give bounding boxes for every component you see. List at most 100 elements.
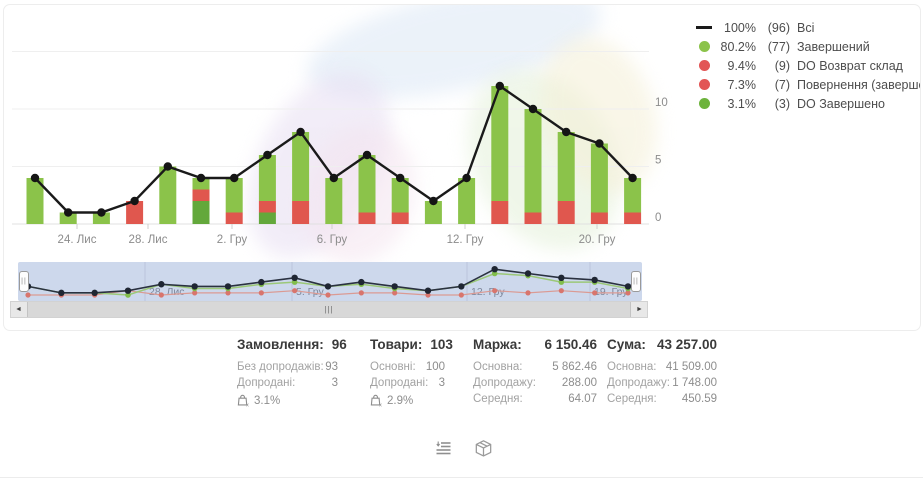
bar-segment[interactable] xyxy=(590,143,608,213)
bar-segment[interactable] xyxy=(258,155,276,201)
scroll-right-icon[interactable]: ► xyxy=(636,306,643,313)
legend-item[interactable]: 7.3% (7) Повернення (завершений) xyxy=(694,75,920,94)
legend-line-marker-icon xyxy=(694,26,714,29)
bar-segment[interactable] xyxy=(258,201,276,213)
bar-segment[interactable] xyxy=(524,212,542,225)
bar-segment[interactable] xyxy=(325,178,343,224)
navigator-returns-line-point xyxy=(558,288,564,294)
navigator-completed-line-point xyxy=(291,279,298,285)
stat-title-row: Маржа: 6 150.46 xyxy=(473,337,597,352)
total-line-point[interactable] xyxy=(362,150,372,160)
legend-item[interactable]: 9.4% (9) DO Возврат склад xyxy=(694,56,920,75)
bar-segment[interactable] xyxy=(225,212,243,225)
bar-segment[interactable] xyxy=(292,132,310,201)
stat-total-value: 6 150.46 xyxy=(544,337,597,352)
list-view-button[interactable] xyxy=(431,436,455,460)
total-line-point[interactable] xyxy=(595,139,604,148)
bar-segment[interactable] xyxy=(358,155,376,213)
bar-segment[interactable] xyxy=(59,212,77,225)
bar-segment[interactable] xyxy=(192,178,210,190)
bar-segment[interactable] xyxy=(159,166,177,225)
bar-segment[interactable] xyxy=(424,201,442,224)
package-icon xyxy=(475,439,491,457)
stat-block: Маржа: 6 150.46 Основна: 5 862.46 Допродажу:… xyxy=(473,337,597,407)
orders-stacked-bar-chart: 0 5 10 24. Лис 28. Лис 2. Гру 6. Гру 12. Гру 20.… xyxy=(12,51,668,246)
svg-text:x: x xyxy=(379,403,382,407)
bar-segment[interactable] xyxy=(192,201,210,224)
total-line-point[interactable] xyxy=(628,173,637,183)
upsell-percent-badge: x 3.1% xyxy=(237,394,338,407)
navigator-right-handle[interactable]: || xyxy=(631,271,641,292)
bar-segment[interactable] xyxy=(524,109,542,213)
navigator-total-line-point xyxy=(58,289,65,297)
bar-segment[interactable] xyxy=(557,201,575,224)
total-line-point[interactable] xyxy=(163,162,172,171)
bar-segment[interactable] xyxy=(557,132,575,201)
total-line-point[interactable] xyxy=(562,127,571,137)
navigator-total-line-point xyxy=(91,289,98,297)
stat-row-value: 1 748.00 xyxy=(672,377,717,389)
navigator-total-line-point xyxy=(291,274,298,281)
navigator-returns-line-point xyxy=(392,290,398,296)
stat-row-value: 5 862.46 xyxy=(552,361,597,373)
x-axis-label: 20. Гру xyxy=(579,234,616,246)
total-line-point[interactable] xyxy=(429,196,438,206)
chart-legend: 100% (96) Всі 80.2% (77) Завершений 9.4% (9) DO … xyxy=(694,18,920,113)
bar-segment[interactable] xyxy=(590,212,608,225)
total-line-point[interactable] xyxy=(263,150,272,160)
bar-segment[interactable] xyxy=(192,189,210,202)
total-line-point[interactable] xyxy=(130,196,139,206)
legend-item[interactable]: 100% (96) Всі xyxy=(694,18,920,37)
x-axis-label: 28. Лис xyxy=(129,234,168,246)
legend-label: Завершений xyxy=(797,39,870,54)
total-line-point[interactable] xyxy=(97,208,106,217)
chart-scrollbar[interactable]: ◄ ||| ► xyxy=(10,301,648,318)
total-line-point[interactable] xyxy=(495,81,504,91)
total-line-point[interactable] xyxy=(30,173,40,183)
total-line-point[interactable] xyxy=(528,104,538,114)
total-line-point[interactable] xyxy=(396,173,405,183)
stat-row-label: Допродані: xyxy=(370,377,429,389)
bar-segment[interactable] xyxy=(126,201,144,224)
bar-segment[interactable] xyxy=(624,212,642,225)
stat-block: Товари: 103 Основні: 100 Допродані: 3 x 2.9% xyxy=(370,337,453,407)
legend-item[interactable]: 80.2% (77) Завершений xyxy=(694,37,920,56)
stat-block: Сума: 43 257.00 Основна: 41 509.00 Допродажу… xyxy=(607,337,717,407)
bar-segment[interactable] xyxy=(358,212,376,225)
navigator-returns-line-point xyxy=(625,290,631,296)
bar-segment[interactable] xyxy=(92,212,110,225)
bar-segment[interactable] xyxy=(624,178,642,213)
legend-item[interactable]: 3.1% (3) DO Завершено xyxy=(694,94,920,113)
navigator-returns-line-point xyxy=(25,292,31,298)
bar-segment[interactable] xyxy=(458,178,476,224)
bar-segment[interactable] xyxy=(258,212,276,225)
products-view-button[interactable] xyxy=(471,436,495,460)
scrollbar-thumb[interactable]: ||| xyxy=(27,302,631,317)
total-line-point[interactable] xyxy=(296,127,305,137)
stat-row: Допродані: 3 xyxy=(370,375,445,391)
navigator-total-line-point xyxy=(224,283,232,290)
navigator-left-handle[interactable]: || xyxy=(19,271,29,292)
stat-total-value: 43 257.00 xyxy=(656,337,717,352)
page-bottom-divider xyxy=(0,477,923,478)
bar-segment[interactable] xyxy=(491,86,509,201)
total-line-point[interactable] xyxy=(329,173,338,183)
navigator-completed-line-point xyxy=(558,279,565,285)
bar-segment[interactable] xyxy=(391,178,409,213)
total-line-point[interactable] xyxy=(196,173,206,183)
total-line-point[interactable] xyxy=(462,173,471,183)
bar-segment[interactable] xyxy=(26,178,44,224)
stat-row-value: 93 xyxy=(325,361,338,373)
scroll-left-icon[interactable]: ◄ xyxy=(15,306,22,313)
total-line-point[interactable] xyxy=(63,208,73,217)
total-line-point[interactable] xyxy=(230,173,239,183)
chart-range-navigator[interactable]: 28. Лис 5. Гру 12. Гру 19. Гру || || xyxy=(18,262,642,301)
legend-dot-icon xyxy=(694,79,714,90)
bar-segment[interactable] xyxy=(292,201,310,224)
stat-row-value: 64.07 xyxy=(568,393,597,405)
navigator-returns-line-point xyxy=(158,292,164,298)
bar-segment[interactable] xyxy=(225,178,243,213)
bar-segment[interactable] xyxy=(391,212,409,225)
stat-row: Середня: 64.07 xyxy=(473,391,597,407)
bar-segment[interactable] xyxy=(491,201,509,224)
